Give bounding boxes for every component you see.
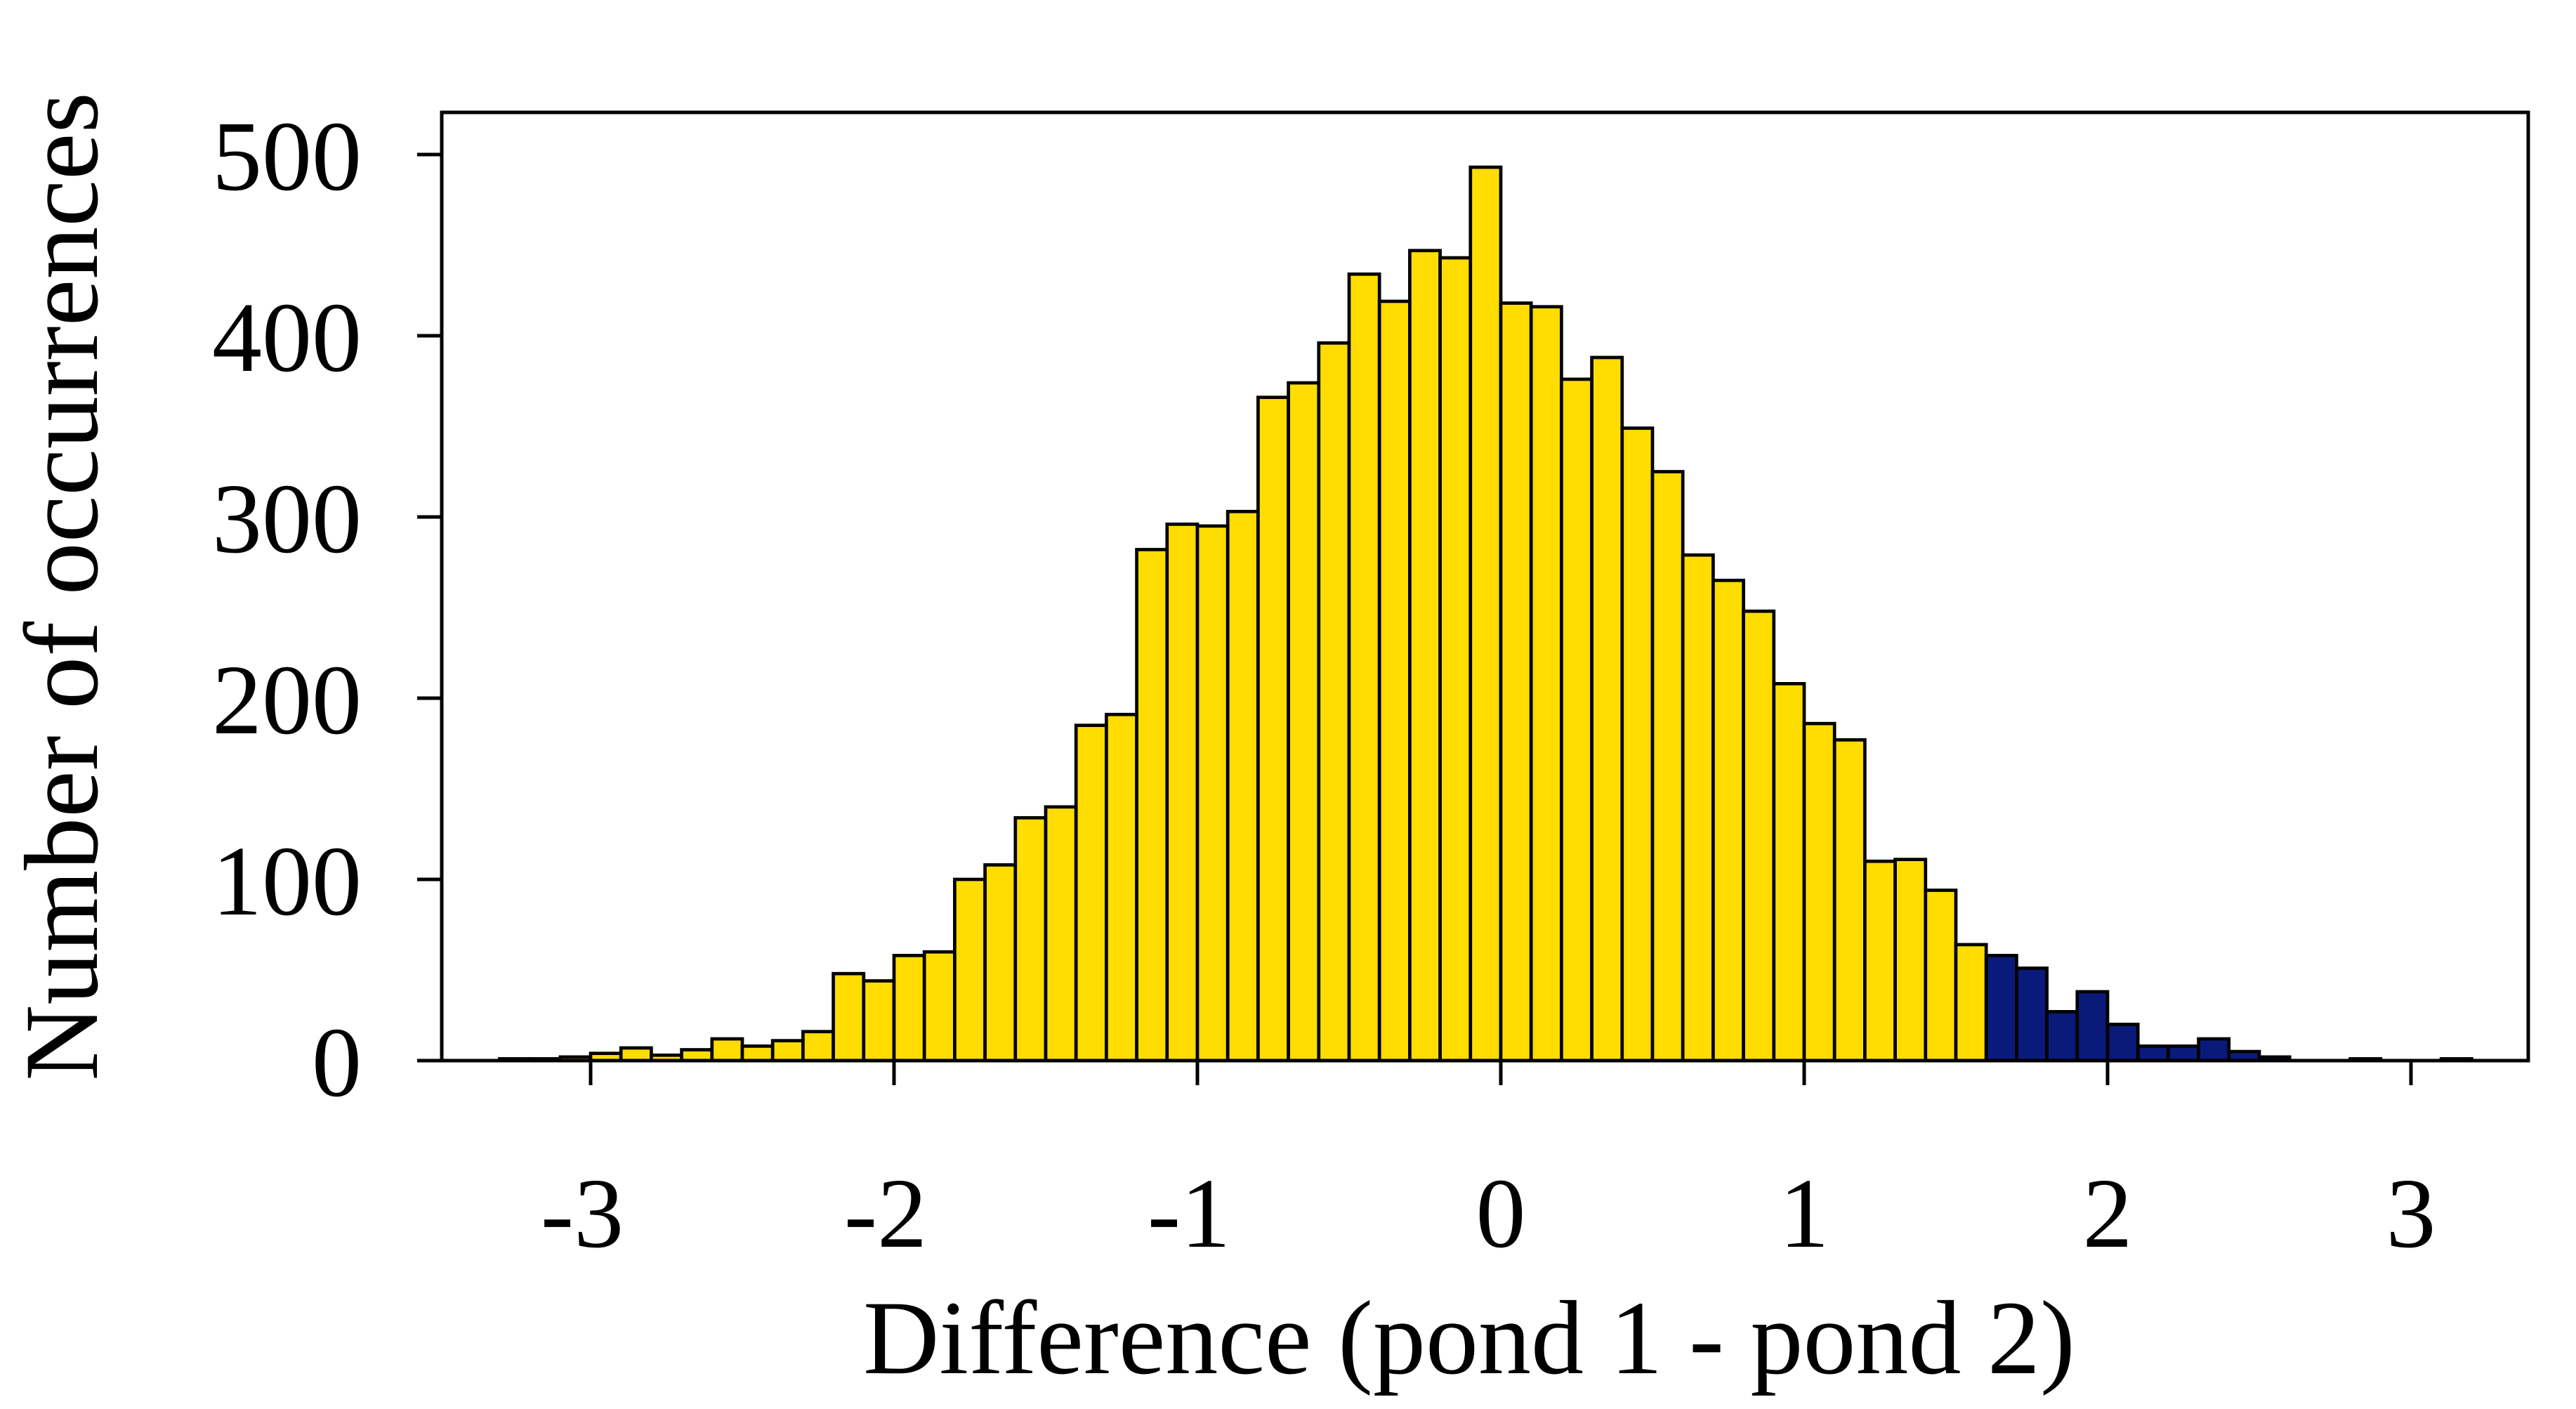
histogram-bar xyxy=(1529,305,1563,1063)
histogram-bar xyxy=(1560,377,1593,1063)
histogram-bar xyxy=(1499,301,1533,1063)
histogram-bar xyxy=(1377,299,1412,1063)
x-axis-title: Difference (pond 1 - pond 2) xyxy=(863,1280,2075,1396)
histogram-bar xyxy=(832,971,866,1063)
histogram-bar xyxy=(1802,721,1836,1063)
histogram-bar xyxy=(1408,249,1442,1063)
histogram-bar xyxy=(1620,426,1655,1063)
histogram-bar xyxy=(1044,805,1078,1063)
histogram-bar xyxy=(862,979,896,1063)
histogram-bar xyxy=(1347,272,1381,1063)
histogram-bar xyxy=(1468,165,1503,1063)
histogram-bar xyxy=(801,1030,835,1063)
histogram-bar xyxy=(2015,966,2049,1063)
histogram-bar xyxy=(922,950,957,1063)
histogram-bar xyxy=(1105,712,1138,1063)
x-tick-label: 0 xyxy=(1476,1158,1526,1269)
histogram-bar xyxy=(1863,859,1897,1063)
histogram-bar xyxy=(1317,341,1351,1063)
histogram-bar xyxy=(2105,1023,2140,1063)
histogram-bar xyxy=(1893,858,1928,1063)
y-axis-title: Number of occurrences xyxy=(4,92,120,1081)
histogram-bar xyxy=(1954,943,1988,1063)
x-tick-label: 1 xyxy=(1780,1158,1829,1269)
histogram-bar xyxy=(770,1039,805,1063)
y-tick-label: 300 xyxy=(212,463,362,574)
histogram-bar xyxy=(1287,381,1321,1063)
y-tick-label: 500 xyxy=(212,100,362,211)
histogram-bar xyxy=(740,1044,775,1063)
histogram-bar xyxy=(1013,815,1048,1063)
histogram-bar xyxy=(2197,1037,2231,1063)
histogram-bar xyxy=(1438,256,1473,1063)
y-tick-label: 200 xyxy=(212,644,362,755)
histogram-bar xyxy=(983,863,1018,1063)
histogram-bar xyxy=(1256,395,1290,1063)
histogram-bar xyxy=(1681,553,1715,1063)
histogram-bar xyxy=(1165,522,1200,1063)
histogram-bar xyxy=(1225,509,1260,1063)
histogram-bar xyxy=(1772,682,1806,1063)
x-tick-label: 3 xyxy=(2386,1158,2436,1269)
histogram-bar xyxy=(1742,609,1776,1063)
y-tick-label: 100 xyxy=(212,825,362,936)
histogram-bar xyxy=(1711,578,1745,1063)
histogram-bar xyxy=(1984,954,2018,1063)
histogram-bar xyxy=(2045,1009,2079,1063)
histogram-bar xyxy=(619,1046,653,1063)
histogram-bar xyxy=(1135,548,1169,1063)
y-ticks-group: 0 100 200 300 400 500 xyxy=(212,100,442,1118)
histogram-bar xyxy=(2136,1044,2170,1063)
x-tick-label: 2 xyxy=(2083,1158,2133,1269)
histogram-bar xyxy=(2167,1044,2200,1063)
histogram-bar xyxy=(953,877,987,1063)
x-ticks-group: -3 -2 -1 0 1 2 3 xyxy=(541,1061,2436,1269)
histogram-bar xyxy=(1650,470,1685,1063)
y-tick-label: 400 xyxy=(212,282,362,393)
x-tick-label: -3 xyxy=(541,1158,624,1269)
x-tick-label: -1 xyxy=(1148,1158,1230,1269)
histogram-bar xyxy=(710,1037,744,1063)
histogram-bar xyxy=(1924,889,1958,1063)
histogram-bar xyxy=(892,954,926,1063)
histogram-bar xyxy=(1195,524,1230,1063)
y-tick-label: 0 xyxy=(312,1007,362,1118)
histogram-bar xyxy=(1590,355,1624,1063)
bars-group xyxy=(498,165,2473,1063)
histogram-bar xyxy=(1074,723,1108,1063)
histogram-bar xyxy=(2075,990,2110,1063)
x-tick-label: -2 xyxy=(844,1158,927,1269)
histogram-bar xyxy=(1832,738,1867,1063)
